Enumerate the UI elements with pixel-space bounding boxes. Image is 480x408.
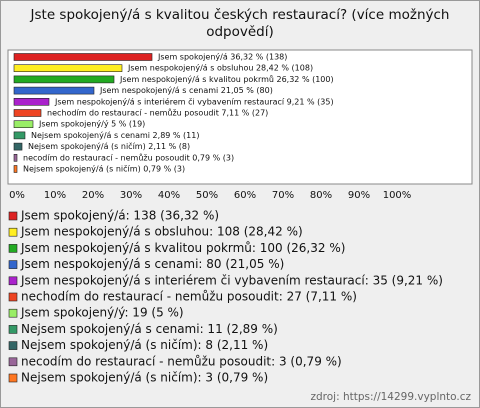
bar xyxy=(13,98,50,106)
bar xyxy=(13,64,123,73)
x-tick-label: 100% xyxy=(383,190,412,201)
bar xyxy=(13,131,26,140)
x-tick-label: 50% xyxy=(196,190,218,201)
legend-swatch xyxy=(8,308,18,318)
legend-swatch xyxy=(8,260,18,269)
x-tick-label: 20% xyxy=(82,190,104,201)
legend-swatch xyxy=(8,244,18,253)
legend-label: nechodím do restaurací - nemůžu posoudit… xyxy=(21,290,357,304)
x-tick-label: 10% xyxy=(44,190,66,201)
x-tick-label: 90% xyxy=(348,190,370,201)
legend-label: necodím do restaurací - nemůžu posoudit:… xyxy=(21,354,342,368)
x-tick-label: 0% xyxy=(9,190,25,201)
legend-swatch xyxy=(8,211,18,221)
x-tick-label: 60% xyxy=(234,190,256,201)
bar xyxy=(13,75,115,84)
bar xyxy=(13,86,95,95)
chart-title: Jste spokojený/á s kvalitou českých rest… xyxy=(30,7,450,40)
value-label: Nejsem spokojený/á (s ničím) 2,11 % (8) xyxy=(28,141,190,151)
x-tick-label: 70% xyxy=(272,190,294,201)
value-label: necodím do restaurací - nemůžu posoudit … xyxy=(23,152,234,162)
legend-swatch xyxy=(8,276,18,286)
x-tick-label: 30% xyxy=(120,190,142,201)
legend-label: Jsem nespokojený/á s obsluhou: 108 (28,4… xyxy=(20,225,303,239)
bar xyxy=(13,120,34,128)
value-label: Jsem nespokojený/á s interiérem či vybav… xyxy=(54,96,334,106)
source: zdroj: https://14299.vyplnto.cz xyxy=(311,391,472,403)
legend-swatch xyxy=(8,357,18,367)
legend-swatch xyxy=(8,227,18,237)
legend-swatch xyxy=(8,341,18,350)
value-label: Nejsem spokojený/á s cenami 2,89 % (11) xyxy=(31,131,200,140)
bar xyxy=(13,154,18,162)
value-label: Jsem spokojený/á 36,32 % (138) xyxy=(157,53,287,62)
legend-label: Jsem nespokojený/á s kvalitou pokrmů: 10… xyxy=(20,241,345,255)
value-label: Jsem nespokojený/á s kvalitou pokrmů 26,… xyxy=(119,74,334,84)
value-label: Jsem nespokojený/á s cenami 21,05 % (80) xyxy=(99,86,273,95)
bar xyxy=(13,165,18,173)
value-label: Jsem spokojený/ý 5 % (19) xyxy=(38,120,145,129)
plot-area xyxy=(7,49,473,185)
legend-swatch xyxy=(8,292,18,302)
legend-label: Jsem nespokojený/á s interiérem či vybav… xyxy=(20,273,443,287)
bar xyxy=(13,142,23,151)
legend-label: Jsem spokojený/á: 138 (36,32 %) xyxy=(20,209,219,223)
legend-swatch xyxy=(8,373,18,383)
value-label: Nejsem spokojený/á (s ničím) 0,79 % (3) xyxy=(23,164,185,174)
legend-label: Nejsem spokojený/á (s ničím): 8 (2,11 %) xyxy=(21,338,268,352)
legend-label: Jsem nespokojený/á s cenami: 80 (21,05 %… xyxy=(20,257,284,271)
x-tick-label: 80% xyxy=(310,190,332,201)
value-label: Jsem nespokojený/á s obsluhou 28,42 % (1… xyxy=(127,64,313,73)
legend-label: Nejsem spokojený/á s cenami: 11 (2,89 %) xyxy=(21,322,278,336)
value-label: nechodím do restaurací - nemůžu posoudit… xyxy=(47,108,268,118)
bar xyxy=(13,53,153,61)
legend-label: Nejsem spokojený/á (s ničím): 3 (0,79 %) xyxy=(21,371,268,385)
legend-swatch xyxy=(8,325,18,334)
x-tick-label: 40% xyxy=(158,190,180,201)
legend-label: Jsem spokojený/ý: 19 (5 %) xyxy=(20,306,184,320)
bar xyxy=(13,109,42,117)
